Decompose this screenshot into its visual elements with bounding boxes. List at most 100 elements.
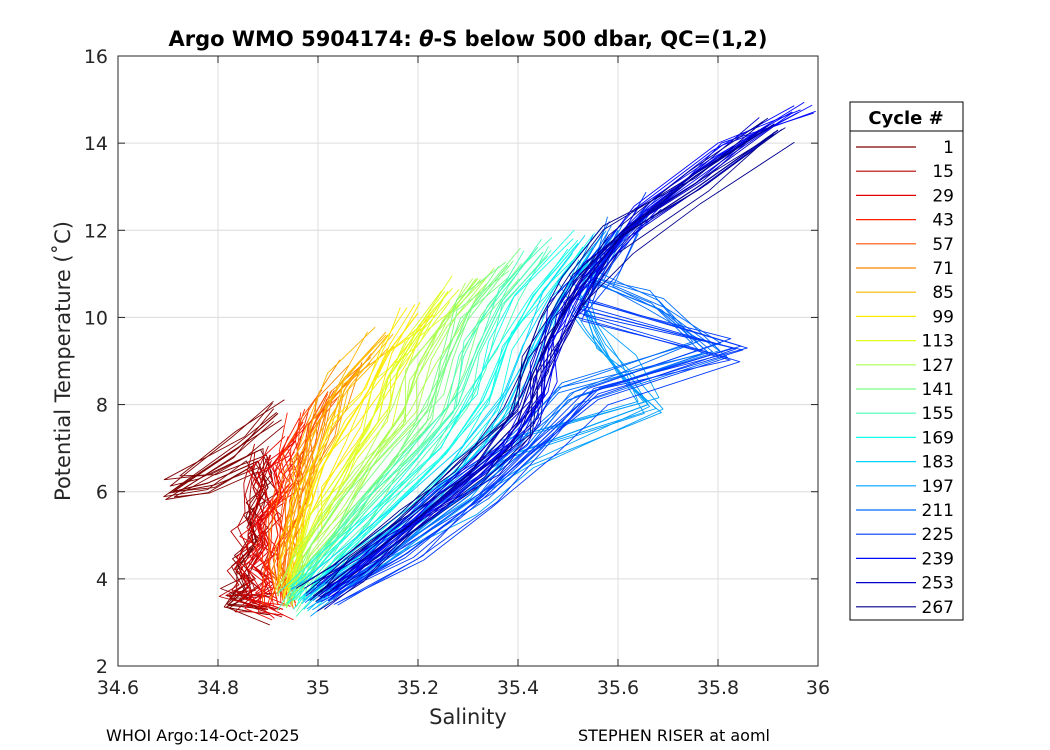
- profile-line: [236, 435, 286, 607]
- series-group: [163, 101, 816, 626]
- legend-label-57: 57: [932, 235, 954, 255]
- profile-line: [261, 423, 306, 608]
- legend-label-85: 85: [932, 283, 954, 303]
- chart-title: Argo WMO 5904174: θ-S below 500 dbar, QC…: [168, 27, 767, 51]
- plot-area: [117, 55, 819, 667]
- legend-title: Cycle #: [868, 108, 943, 129]
- legend-label-99: 99: [932, 307, 954, 327]
- profile-line: [278, 307, 401, 587]
- profile-line: [292, 264, 509, 597]
- y-tick-label: 16: [84, 46, 108, 68]
- profile-line: [287, 334, 389, 597]
- profile-line: [292, 251, 544, 601]
- profile-line: [333, 208, 741, 605]
- profile-line: [277, 253, 533, 611]
- y-tick-label: 8: [96, 395, 108, 417]
- profile-line: [329, 133, 774, 593]
- y-tick-label: 10: [84, 307, 108, 329]
- profile-line: [319, 128, 763, 598]
- x-tick-label: 35.2: [397, 677, 439, 699]
- profile-line: [303, 124, 775, 589]
- profile-line: [287, 248, 569, 604]
- x-tick-label: 34.8: [197, 677, 239, 699]
- profile-line: [315, 128, 783, 602]
- legend-label-43: 43: [932, 211, 954, 231]
- x-tick-label: 35: [306, 677, 330, 699]
- series-267: [295, 117, 795, 612]
- profile-line: [312, 252, 662, 611]
- profile-line: [231, 462, 257, 613]
- profile-line: [319, 117, 760, 582]
- footer-left: WHOI Argo:14-Oct-2025: [106, 726, 300, 745]
- legend-label-155: 155: [922, 404, 954, 424]
- profile-line: [309, 131, 775, 601]
- y-tick-label: 4: [96, 569, 108, 591]
- profile-line: [297, 267, 495, 584]
- legend-label-71: 71: [932, 259, 954, 279]
- legend-label-183: 183: [922, 453, 954, 473]
- profile-line: [320, 127, 786, 593]
- legend-label-127: 127: [922, 356, 954, 376]
- series-155: [277, 237, 553, 617]
- title-theta: θ: [419, 27, 433, 51]
- legend: Cycle # 1 15 29 43 57 71 85 99 113 127 141 155 169 18…: [849, 101, 964, 621]
- legend-label-197: 197: [922, 477, 954, 497]
- profile-line: [297, 245, 550, 602]
- profile-line: [316, 141, 795, 612]
- legend-label-113: 113: [922, 332, 954, 352]
- x-tick-label: 35.6: [597, 677, 639, 699]
- title-suffix: -S below 500 dbar, QC=(1,2): [434, 27, 768, 51]
- profile-line: [258, 451, 295, 616]
- profile-line: [296, 278, 520, 613]
- profile-line: [276, 278, 474, 590]
- legend-label-141: 141: [922, 380, 954, 400]
- profile-line: [330, 123, 778, 597]
- profile-line: [324, 227, 660, 597]
- profile-line: [296, 288, 460, 587]
- profile-line: [286, 250, 525, 606]
- x-tick-label: 36: [806, 677, 830, 699]
- profile-line: [330, 225, 721, 601]
- profile-line: [288, 301, 451, 590]
- profile-line: [284, 307, 408, 591]
- y-tick-label: 12: [84, 220, 108, 242]
- profile-line: [329, 191, 732, 590]
- title-prefix: Argo WMO 5904174:: [168, 27, 419, 51]
- profile-line: [287, 312, 419, 592]
- profile-line: [325, 101, 805, 592]
- series-127: [276, 267, 495, 609]
- profile-line: [320, 207, 737, 603]
- x-tick-label: 35.8: [697, 677, 739, 699]
- legend-label-267: 267: [922, 598, 954, 618]
- profile-line: [290, 239, 579, 588]
- profile-line: [248, 436, 289, 607]
- profile-line: [324, 137, 770, 610]
- profile-line: [337, 208, 744, 606]
- legend-label-29: 29: [932, 186, 954, 206]
- profile-line: [308, 245, 588, 601]
- profile-line: [277, 331, 368, 594]
- profile-line: [316, 129, 760, 594]
- profile-line: [266, 408, 306, 598]
- profile-line: [295, 255, 549, 617]
- legend-label-225: 225: [922, 525, 954, 545]
- series-99: [278, 302, 435, 604]
- legend-label-1: 1: [943, 138, 954, 158]
- axes-box: [117, 55, 819, 667]
- y-tick-label: 6: [96, 482, 108, 504]
- legend-label-239: 239: [922, 549, 954, 569]
- profile-line: [165, 408, 274, 616]
- y-axis-label: Potential Temperature (˚C): [51, 221, 75, 501]
- y-tick-label: 14: [84, 133, 108, 155]
- x-tick-label: 35.4: [497, 677, 539, 699]
- profile-line: [295, 250, 552, 601]
- profile-line: [305, 124, 770, 597]
- profile-line: [285, 282, 466, 609]
- profile-line: [312, 232, 605, 587]
- legend-label-169: 169: [922, 428, 954, 448]
- profile-line: [287, 237, 553, 588]
- profile-line: [243, 439, 297, 619]
- footer-right: STEPHEN RISER at aoml: [578, 726, 770, 745]
- profile-line: [297, 288, 453, 593]
